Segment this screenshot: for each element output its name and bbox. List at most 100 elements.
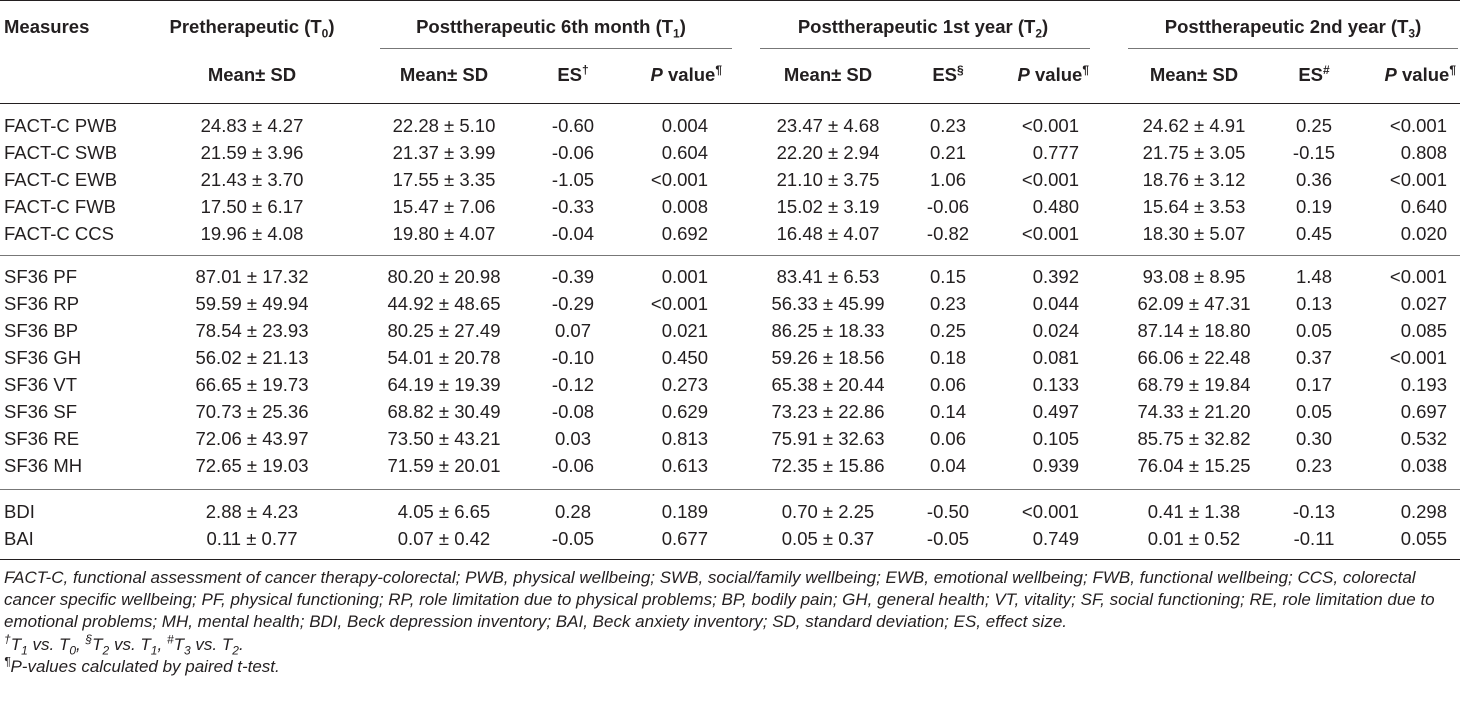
- cell-t1-mean-sd: 44.92 ± 48.65: [387, 293, 501, 314]
- header-es-t1: ES†: [557, 62, 589, 85]
- cell-t2-p: <0.001: [1021, 115, 1079, 136]
- cell-t2-mean-sd: 0.05 ± 0.37: [781, 528, 875, 549]
- cell-t2-es: 0.06: [929, 428, 967, 449]
- cell-t1-es: 0.03: [554, 428, 592, 449]
- footnote-comparisons: †T1 vs. T0, §T2 vs. T1, #T3 vs. T2.: [4, 632, 1458, 658]
- cell-t0-mean-sd: 17.50 ± 6.17: [200, 196, 304, 217]
- cell-measure: BAI: [4, 528, 34, 549]
- header-group-t0: Pretherapeutic (T0): [169, 16, 335, 41]
- cell-measure: FACT-C CCS: [4, 223, 114, 244]
- cell-t3-mean-sd: 66.06 ± 22.48: [1137, 347, 1251, 368]
- cell-t2-p: <0.001: [1021, 169, 1079, 190]
- cell-t1-es: -0.10: [551, 347, 595, 368]
- header-mean-sd-t0: Mean± SD: [207, 64, 297, 85]
- cell-t1-mean-sd: 22.28 ± 5.10: [392, 115, 496, 136]
- cell-measure: SF36 SF: [4, 401, 77, 422]
- cell-t3-p: 0.020: [1400, 223, 1447, 244]
- cell-t2-mean-sd: 15.02 ± 3.19: [776, 196, 880, 217]
- header-group-t1: Posttherapeutic 6th month (T1): [416, 16, 686, 41]
- cell-t3-p: 0.640: [1400, 196, 1447, 217]
- cell-t1-es: -0.04: [551, 223, 595, 244]
- cell-t2-mean-sd: 23.47 ± 4.68: [776, 115, 880, 136]
- cell-t2-mean-sd: 56.33 ± 45.99: [771, 293, 885, 314]
- cell-t3-p: 0.085: [1400, 320, 1447, 341]
- cell-t1-p: 0.273: [661, 374, 708, 395]
- cell-t1-p: 0.001: [661, 266, 708, 287]
- cell-t1-mean-sd: 80.20 ± 20.98: [387, 266, 501, 287]
- cell-t1-es: 0.28: [554, 501, 592, 522]
- cell-t1-mean-sd: 4.05 ± 6.65: [397, 501, 491, 522]
- cell-t3-p: 0.532: [1400, 428, 1447, 449]
- cell-t0-mean-sd: 59.59 ± 49.94: [195, 293, 309, 314]
- cell-t2-p: <0.001: [1021, 501, 1079, 522]
- cell-t3-es: 0.36: [1295, 169, 1333, 190]
- cell-t3-mean-sd: 62.09 ± 47.31: [1137, 293, 1251, 314]
- cell-t2-p: <0.001: [1021, 223, 1079, 244]
- group-rule-t1: [380, 48, 732, 49]
- cell-t3-mean-sd: 68.79 ± 19.84: [1137, 374, 1251, 395]
- cell-t3-mean-sd: 21.75 ± 3.05: [1142, 142, 1246, 163]
- cell-t2-p: 0.044: [1032, 293, 1079, 314]
- cell-t2-es: 0.23: [929, 293, 967, 314]
- cell-t3-es: 0.45: [1295, 223, 1333, 244]
- cell-t3-mean-sd: 85.75 ± 32.82: [1137, 428, 1251, 449]
- cell-t1-mean-sd: 21.37 ± 3.99: [392, 142, 496, 163]
- cell-t0-mean-sd: 0.11 ± 0.77: [206, 528, 298, 549]
- header-p-t3: P value¶: [1384, 62, 1456, 85]
- cell-t1-p: <0.001: [650, 293, 708, 314]
- cell-t0-mean-sd: 72.06 ± 43.97: [195, 428, 309, 449]
- cell-t2-mean-sd: 59.26 ± 18.56: [771, 347, 885, 368]
- cell-t1-mean-sd: 54.01 ± 20.78: [387, 347, 501, 368]
- cell-t1-p: 0.450: [661, 347, 708, 368]
- table-bottom-rule: [0, 559, 1460, 560]
- cell-measure: FACT-C FWB: [4, 196, 117, 217]
- cell-t3-es: 0.37: [1295, 347, 1333, 368]
- cell-t1-mean-sd: 15.47 ± 7.06: [392, 196, 496, 217]
- cell-t3-p: 0.808: [1400, 142, 1447, 163]
- cell-t2-mean-sd: 83.41 ± 6.53: [776, 266, 880, 287]
- cell-t3-es: 0.30: [1295, 428, 1333, 449]
- cell-t1-mean-sd: 64.19 ± 19.39: [387, 374, 501, 395]
- cell-t2-mean-sd: 0.70 ± 2.25: [781, 501, 875, 522]
- cell-t1-es: -0.08: [551, 401, 595, 422]
- cell-t1-p: 0.004: [661, 115, 708, 136]
- cell-t2-p: 0.480: [1032, 196, 1079, 217]
- cell-t3-p: <0.001: [1389, 266, 1447, 287]
- cell-t3-es: -0.11: [1293, 528, 1335, 549]
- footnote-comparison-3: #T3 vs. T2.: [166, 632, 244, 658]
- cell-measure: SF36 MH: [4, 455, 83, 476]
- cell-t2-p: 0.133: [1032, 374, 1079, 395]
- group-rule-t2: [760, 48, 1090, 49]
- cell-t1-mean-sd: 73.50 ± 43.21: [387, 428, 501, 449]
- cell-t2-mean-sd: 22.20 ± 2.94: [776, 142, 880, 163]
- cell-t3-p: <0.001: [1389, 347, 1447, 368]
- cell-t1-es: -0.06: [551, 142, 595, 163]
- cell-t2-es: 0.25: [929, 320, 967, 341]
- cell-t3-es: 0.05: [1295, 401, 1333, 422]
- cell-t3-es: 0.13: [1295, 293, 1333, 314]
- section-rule-1: [0, 255, 1460, 256]
- cell-t0-mean-sd: 21.59 ± 3.96: [200, 142, 304, 163]
- cell-t1-p: <0.001: [650, 169, 708, 190]
- cell-t3-es: 0.05: [1295, 320, 1333, 341]
- cell-t2-es: -0.05: [926, 528, 970, 549]
- cell-t1-es: -0.60: [551, 115, 595, 136]
- cell-t2-p: 0.749: [1032, 528, 1079, 549]
- cell-t2-es: 0.06: [929, 374, 967, 395]
- cell-t1-p: 0.604: [661, 142, 708, 163]
- cell-measure: FACT-C SWB: [4, 142, 118, 163]
- cell-t1-es: -0.33: [551, 196, 595, 217]
- cell-measure: SF36 GH: [4, 347, 82, 368]
- cell-t0-mean-sd: 78.54 ± 23.93: [195, 320, 309, 341]
- header-mean-sd-t1: Mean± SD: [399, 64, 489, 85]
- cell-t2-es: 0.15: [929, 266, 967, 287]
- cell-t3-p: 0.697: [1400, 401, 1447, 422]
- cell-t3-mean-sd: 15.64 ± 3.53: [1142, 196, 1246, 217]
- cell-t2-es: -0.82: [926, 223, 970, 244]
- cell-t0-mean-sd: 2.88 ± 4.23: [205, 501, 299, 522]
- cell-t3-mean-sd: 74.33 ± 21.20: [1137, 401, 1251, 422]
- cell-t2-es: 0.18: [929, 347, 967, 368]
- cell-t3-p: 0.055: [1400, 528, 1447, 549]
- cell-t1-es: -0.05: [551, 528, 595, 549]
- cell-t3-es: -0.13: [1292, 501, 1336, 522]
